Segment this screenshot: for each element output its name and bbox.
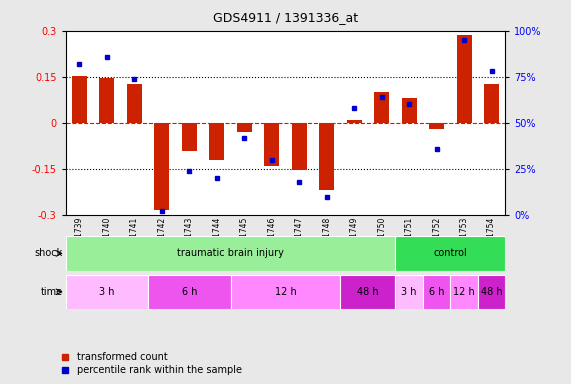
- Bar: [347, 120, 362, 123]
- Bar: [395, 236, 505, 271]
- Text: 48 h: 48 h: [481, 287, 502, 297]
- Text: 48 h: 48 h: [357, 287, 379, 297]
- Text: 6 h: 6 h: [182, 287, 197, 297]
- Bar: [66, 275, 148, 309]
- Bar: [148, 275, 231, 309]
- Bar: [340, 275, 395, 309]
- Bar: [127, 84, 142, 123]
- Bar: [429, 123, 444, 129]
- Text: 6 h: 6 h: [429, 287, 444, 297]
- Text: 3 h: 3 h: [99, 287, 115, 297]
- Bar: [99, 78, 114, 123]
- Bar: [66, 236, 395, 271]
- Bar: [484, 84, 499, 123]
- Bar: [209, 123, 224, 160]
- Bar: [457, 35, 472, 123]
- Bar: [401, 98, 417, 123]
- Bar: [292, 123, 307, 170]
- Bar: [374, 92, 389, 123]
- Bar: [478, 275, 505, 309]
- Text: 12 h: 12 h: [275, 287, 296, 297]
- Bar: [154, 123, 170, 210]
- Bar: [72, 76, 87, 123]
- Bar: [182, 123, 197, 151]
- Text: 3 h: 3 h: [401, 287, 417, 297]
- Text: control: control: [433, 248, 467, 258]
- Bar: [231, 275, 340, 309]
- Text: GDS4911 / 1391336_at: GDS4911 / 1391336_at: [213, 12, 358, 25]
- Text: traumatic brain injury: traumatic brain injury: [177, 248, 284, 258]
- Bar: [451, 275, 478, 309]
- Text: shock: shock: [35, 248, 63, 258]
- Text: 12 h: 12 h: [453, 287, 475, 297]
- Bar: [237, 123, 252, 132]
- Bar: [423, 275, 451, 309]
- Bar: [395, 275, 423, 309]
- Bar: [264, 123, 279, 166]
- Legend: transformed count, percentile rank within the sample: transformed count, percentile rank withi…: [62, 353, 242, 375]
- Bar: [319, 123, 334, 190]
- Text: time: time: [41, 287, 63, 297]
